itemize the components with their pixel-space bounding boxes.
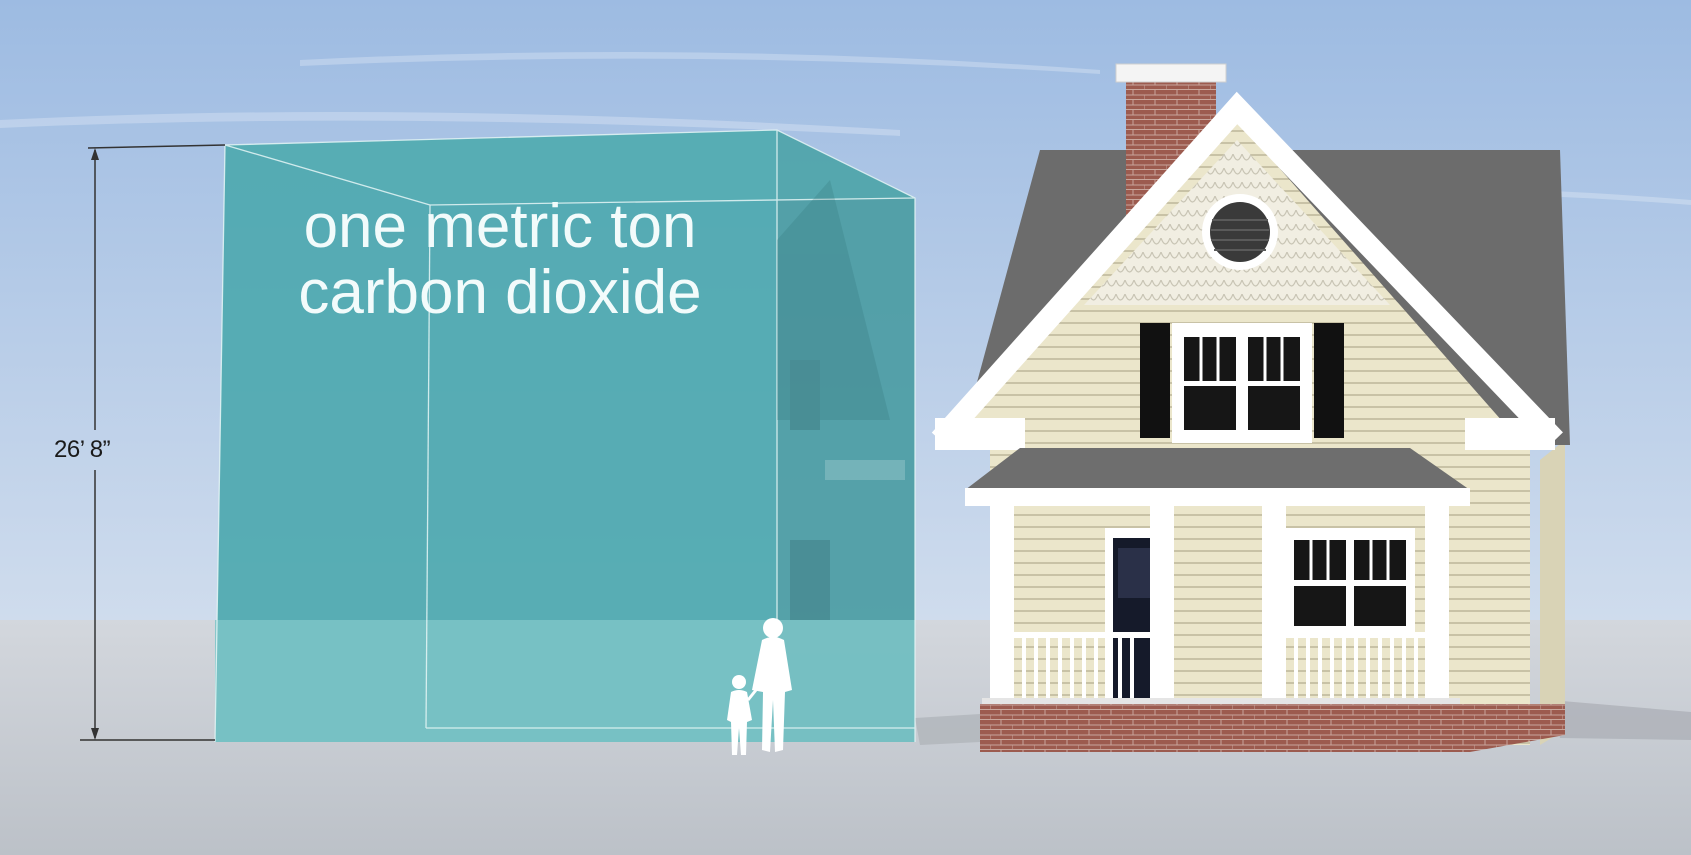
chimney-cap (1115, 63, 1227, 83)
cube-caption: one metric ton carbon dioxide (250, 194, 750, 326)
cube-shadow (915, 714, 980, 745)
cube-top-edge-face (225, 130, 915, 205)
cube-bottom-band (215, 620, 915, 742)
cube-caption-line2: carbon dioxide (298, 258, 702, 327)
porch-beam (965, 488, 1470, 506)
brick-foundation (980, 704, 1565, 752)
arrow-down (91, 728, 99, 740)
height-dimension (80, 144, 226, 741)
porch-floor (982, 698, 1460, 706)
house-side-wall (1540, 440, 1565, 745)
upper-shutter-left (1140, 323, 1170, 438)
arrow-up (91, 148, 99, 160)
left-eave-return (935, 418, 1025, 450)
cloud-streaks (0, 52, 1691, 205)
right-eave-return (1465, 418, 1555, 450)
gable-trim (931, 91, 1563, 448)
porch-columns (990, 506, 1449, 704)
people-silhouette (727, 618, 792, 755)
house-shadow (1550, 700, 1691, 740)
height-dimension-label: 26’ 8” (54, 436, 111, 463)
cube-caption-line1: one metric ton (303, 192, 697, 261)
house-reflection (777, 180, 905, 620)
cube-front-face (215, 130, 777, 742)
cube-side-face (777, 130, 915, 742)
porch-railings (1014, 632, 1425, 700)
porch-roof (965, 448, 1470, 490)
upper-shutter-right (1314, 323, 1344, 438)
